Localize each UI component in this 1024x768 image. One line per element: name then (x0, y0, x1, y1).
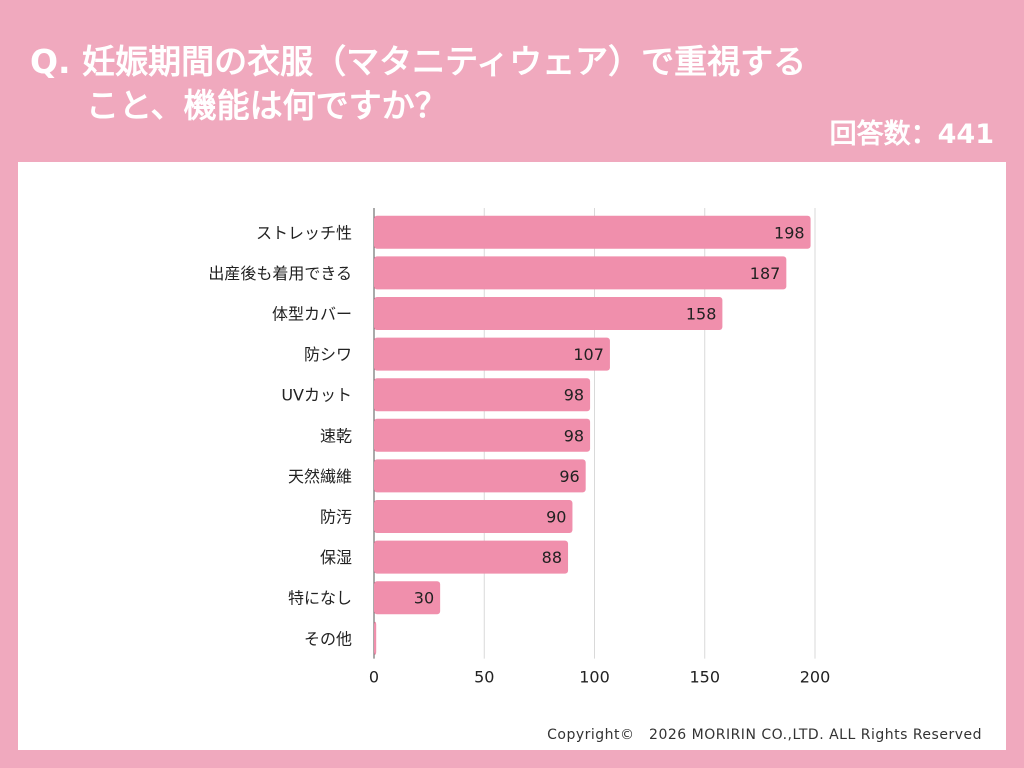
question-title: Q. 妊娠期間の衣服（マタニティウェア）で重視する こと、機能は何ですか？ (30, 40, 970, 128)
bar-8 (374, 540, 569, 574)
category-label-5: 速乾 (320, 426, 352, 445)
bar-9 (374, 581, 441, 615)
x-tick-label-4: 200 (800, 668, 831, 687)
value-label-5: 98 (564, 426, 584, 445)
bar-3 (374, 337, 610, 371)
answer-count: 回答数：441 (829, 119, 994, 150)
category-label-9: 特になし (288, 589, 352, 608)
value-label-3: 107 (573, 345, 604, 364)
bar-4 (374, 378, 591, 412)
bar-7 (374, 500, 573, 533)
bar-5 (374, 418, 591, 452)
value-label-7: 90 (546, 508, 566, 527)
bar-2 (374, 297, 723, 330)
bar-10 (374, 621, 377, 655)
bar-6 (374, 459, 586, 493)
category-label-4: UVカット (281, 386, 352, 405)
value-label-0: 198 (774, 223, 805, 242)
x-tick-label-0: 0 (369, 668, 379, 687)
bar-1 (374, 256, 787, 290)
category-label-2: 体型カバー (272, 305, 352, 324)
bar-chart: 0 50 100 150 200 ストレッチ性 198 出産後も着用できる 187 体型カバー 15… (208, 208, 831, 687)
chart-panel: 0 50 100 150 200 ストレッチ性 198 出産後も着用できる 187 体型カバー 15… (18, 162, 1006, 750)
x-tick-label-3: 150 (689, 668, 720, 687)
category-label-8: 保湿 (320, 548, 352, 567)
category-label-7: 防汚 (320, 508, 352, 527)
category-label-1: 出産後も着用できる (208, 264, 352, 283)
value-label-1: 187 (750, 264, 781, 283)
x-tick-label-2: 100 (579, 668, 610, 687)
value-label-2: 158 (686, 305, 717, 324)
category-label-0: ストレッチ性 (256, 223, 352, 242)
value-label-8: 88 (542, 548, 562, 567)
category-label-6: 天然繊維 (288, 467, 352, 486)
value-label-4: 98 (564, 386, 584, 405)
value-label-6: 96 (559, 467, 579, 486)
question-line-1: Q. 妊娠期間の衣服（マタニティウェア）で重視する (30, 42, 807, 81)
x-tick-label-1: 50 (474, 668, 494, 687)
copyright-notice: Copyright© 2026 MORIRIN CO.,LTD. ALL Rig… (547, 727, 982, 743)
header: Q. 妊娠期間の衣服（マタニティウェア）で重視する こと、機能は何ですか？ 回答… (0, 0, 1024, 162)
category-label-3: 防シワ (304, 345, 352, 364)
category-label-10: その他 (304, 629, 352, 648)
value-label-9: 30 (414, 589, 434, 608)
question-line-2: こと、機能は何ですか？ (86, 86, 448, 125)
bar-0 (374, 215, 811, 249)
